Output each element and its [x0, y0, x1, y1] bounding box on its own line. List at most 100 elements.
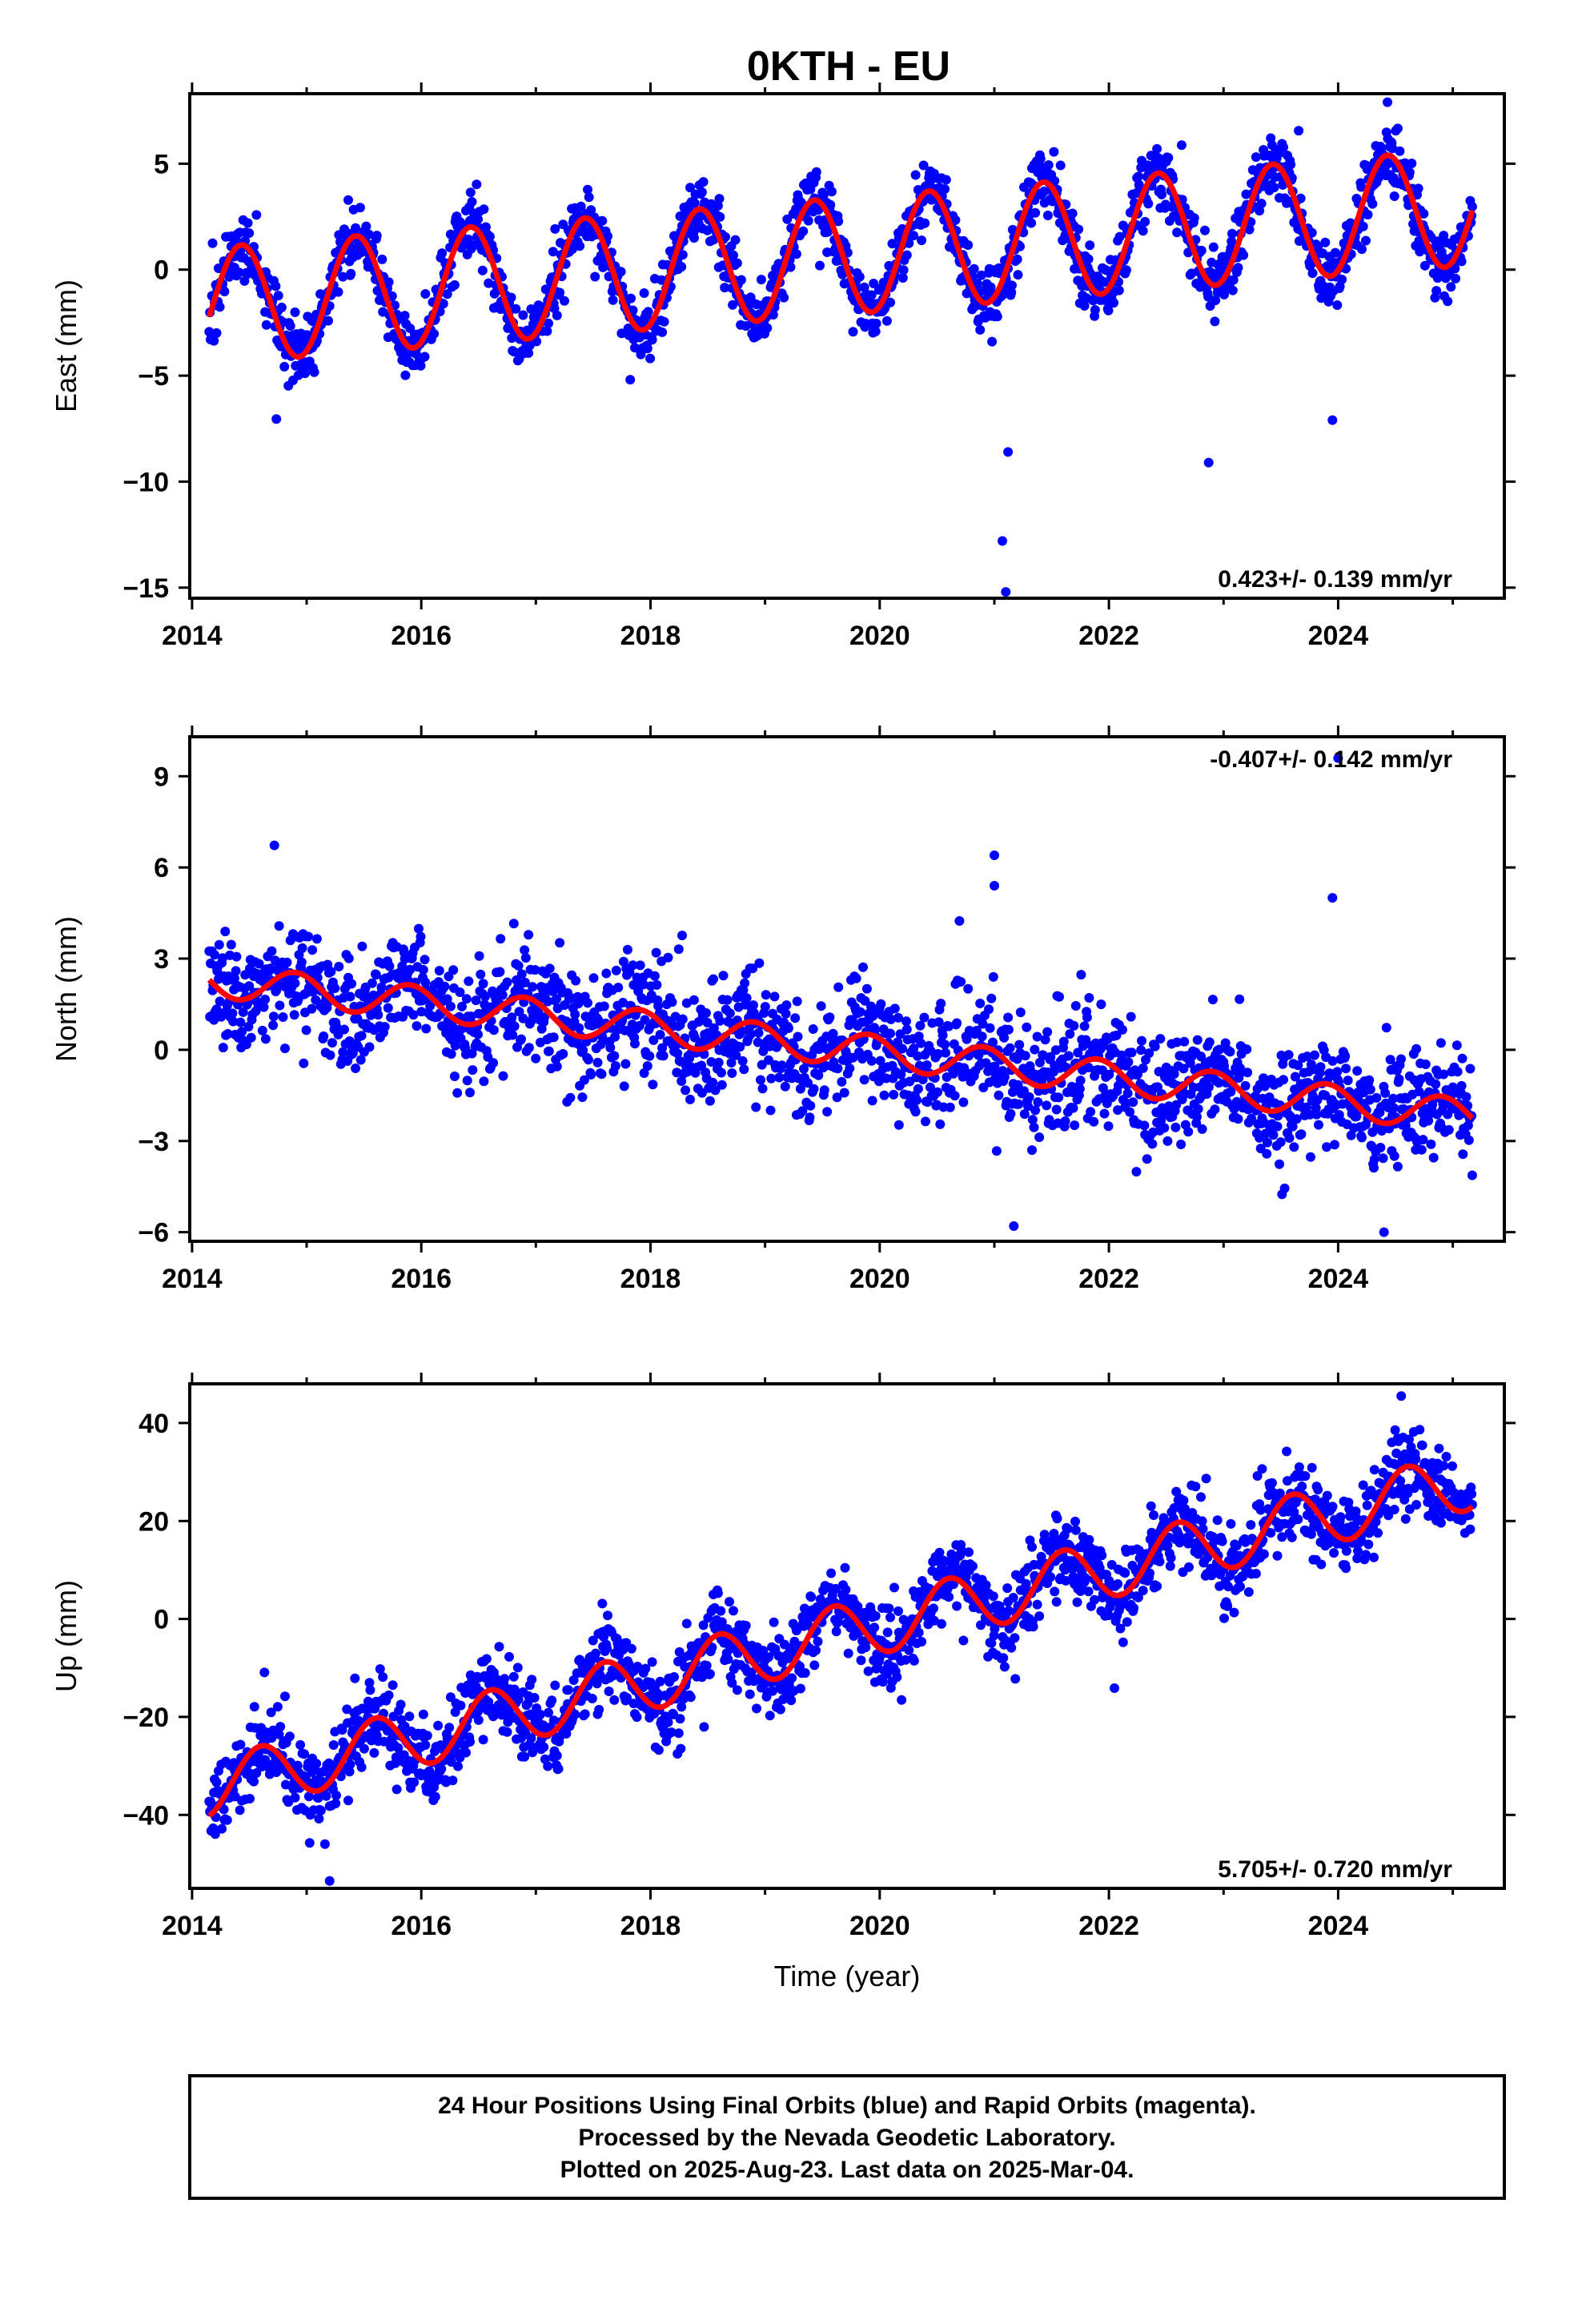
north-data-point	[257, 1025, 267, 1035]
up-data-point	[404, 1711, 415, 1722]
north-data-point	[509, 1021, 520, 1031]
north-data-point	[1210, 1104, 1220, 1115]
north-data-point	[275, 1000, 285, 1011]
north-data-point	[1082, 1012, 1092, 1023]
east-data-point	[969, 263, 979, 274]
east-data-point	[603, 231, 612, 241]
up-data-point	[304, 1838, 315, 1848]
north-data-point	[1123, 1057, 1134, 1068]
up-data-point	[732, 1685, 742, 1695]
east-data-point	[1042, 211, 1053, 220]
north-data-point	[497, 990, 508, 1000]
north-data-point	[1275, 1159, 1284, 1169]
east-data-point	[271, 281, 281, 292]
east-data-point	[714, 194, 725, 204]
north-data-point	[921, 1116, 930, 1127]
up-data-point	[889, 1582, 899, 1593]
east-outlier-point	[1203, 457, 1214, 468]
north-data-point	[833, 982, 844, 992]
north-data-point	[1452, 1040, 1462, 1051]
east-data-point	[1083, 254, 1094, 264]
east-data-point	[1055, 160, 1066, 171]
east-data-point	[477, 265, 488, 275]
north-data-point	[1051, 1104, 1062, 1115]
north-data-point	[822, 1107, 833, 1117]
east-data-point	[1413, 183, 1423, 194]
up-data-point	[512, 1663, 523, 1673]
north-data-point	[1042, 1100, 1052, 1111]
east-data-point	[791, 249, 801, 259]
up-data-point	[752, 1703, 761, 1714]
east-data-point	[442, 289, 452, 300]
north-data-point	[1428, 1152, 1439, 1163]
up-data-point	[884, 1603, 894, 1614]
north-data-point	[1418, 1135, 1428, 1145]
east-data-point	[642, 344, 652, 354]
north-data-point	[1443, 1124, 1454, 1135]
north-data-point	[461, 994, 472, 1004]
north-data-point	[713, 1057, 724, 1068]
north-data-point	[833, 1063, 843, 1074]
east-y-tick-label: −5	[138, 361, 169, 392]
north-data-point	[1137, 1035, 1146, 1046]
east-data-point	[361, 221, 371, 231]
east-data-point	[342, 227, 352, 238]
north-data-point	[548, 1032, 559, 1043]
north-data-point	[449, 1072, 460, 1081]
up-data-point	[673, 1728, 684, 1739]
up-data-point	[795, 1683, 805, 1694]
north-data-point	[938, 1030, 948, 1040]
north-data-point	[379, 1022, 390, 1032]
north-data-point	[1275, 1137, 1286, 1148]
up-data-point	[409, 1777, 420, 1787]
east-data-point	[383, 277, 394, 287]
east-data-point	[656, 275, 667, 285]
east-data-point	[552, 310, 562, 320]
east-data-point	[473, 214, 483, 224]
north-data-point	[452, 1088, 463, 1098]
up-data-point	[319, 1839, 330, 1849]
north-data-point	[214, 939, 224, 950]
up-data-point	[217, 1823, 227, 1834]
east-data-point	[465, 187, 476, 198]
north-data-point	[303, 931, 314, 942]
north-data-point	[1283, 1050, 1294, 1060]
east-data-point	[276, 302, 287, 312]
north-data-point	[1126, 1011, 1136, 1022]
up-data-point	[587, 1694, 597, 1703]
up-data-point	[391, 1784, 402, 1795]
east-data-point	[697, 187, 707, 197]
east-data-point	[219, 287, 230, 296]
north-data-point	[819, 1085, 829, 1096]
east-data-point	[1138, 226, 1148, 236]
north-data-point	[620, 1059, 631, 1069]
north-data-point	[611, 965, 621, 975]
north-data-point	[1024, 1092, 1034, 1102]
north-data-point	[1279, 1075, 1288, 1085]
north-data-point	[701, 1008, 711, 1018]
north-data-point	[984, 1004, 994, 1015]
up-data-point	[387, 1680, 398, 1691]
east-data-point	[677, 262, 687, 272]
up-data-point	[553, 1763, 564, 1774]
up-data-point	[699, 1722, 709, 1732]
east-data-point	[524, 348, 534, 358]
north-data-point	[765, 1105, 776, 1116]
east-data-point	[338, 271, 348, 282]
east-data-point	[1363, 210, 1373, 219]
east-data-point	[881, 316, 892, 326]
north-data-point	[757, 1084, 768, 1094]
east-data-point	[243, 218, 253, 228]
north-data-point	[1225, 1047, 1235, 1057]
east-data-point	[898, 265, 909, 275]
north-data-point	[1272, 1121, 1283, 1132]
north-data-point	[1193, 1104, 1203, 1114]
east-data-point	[1356, 182, 1367, 192]
east-data-point	[511, 304, 521, 314]
up-data-point	[603, 1610, 612, 1621]
east-data-point	[625, 375, 636, 385]
east-data-point	[583, 184, 592, 195]
east-data-point	[377, 254, 387, 264]
east-data-point	[1239, 250, 1249, 260]
